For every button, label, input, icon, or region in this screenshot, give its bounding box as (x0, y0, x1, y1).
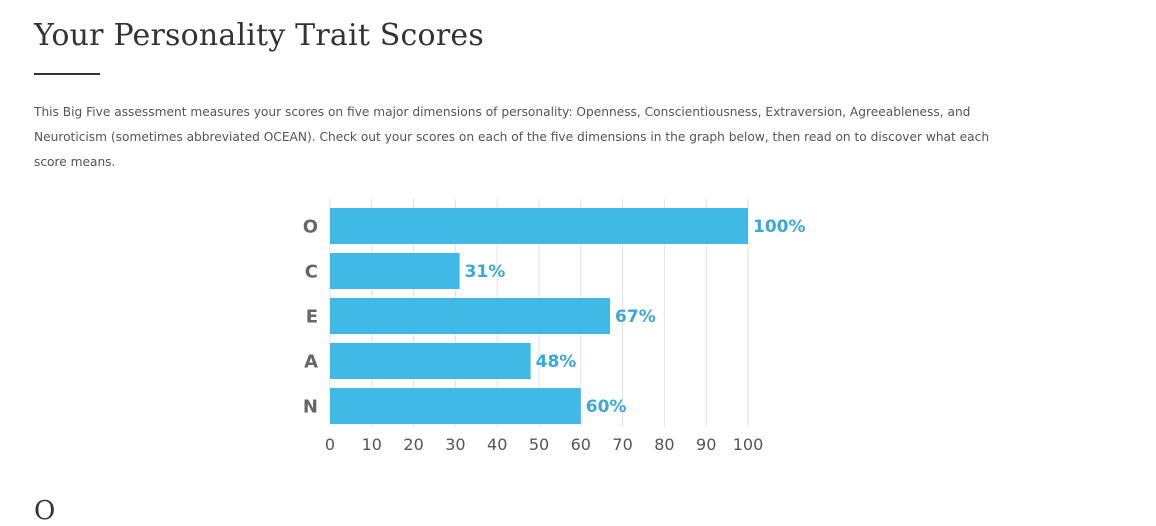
value-label: 67% (615, 307, 656, 327)
intro-paragraph: This Big Five assessment measures your s… (34, 105, 990, 169)
category-label: N (303, 397, 318, 418)
x-tick-label: 0 (325, 435, 335, 454)
chart-labels: O 100% C 31% E 67% A 48% N 60% (303, 217, 806, 418)
section-heading-openness: O (34, 496, 56, 526)
x-tick-label: 90 (696, 435, 716, 454)
category-label: A (304, 352, 318, 373)
category-label: O (303, 217, 318, 238)
category-label: C (305, 262, 318, 283)
x-tick-label: 50 (529, 435, 549, 454)
x-tick-label: 60 (571, 435, 591, 454)
x-tick-label: 40 (487, 435, 507, 454)
x-tick-label: 30 (445, 435, 465, 454)
category-label: E (306, 307, 318, 328)
value-label: 31% (465, 262, 506, 282)
x-tick-label: 70 (612, 435, 632, 454)
x-tick-label: 80 (654, 435, 674, 454)
title-underline (34, 73, 100, 75)
trait-scores-bar-chart: O 100% C 31% E 67% A 48% N 60% 0 10 20 30 40 50 60 70 80 9… (303, 199, 806, 454)
x-tick-label: 20 (403, 435, 423, 454)
x-tick-label: 100 (733, 435, 764, 454)
x-tick-label: 10 (362, 435, 382, 454)
page-title: Your Personality Trait Scores (34, 18, 484, 53)
chart-bars (330, 208, 748, 424)
value-label: 100% (753, 217, 806, 237)
chart-x-axis-ticks: 0 10 20 30 40 50 60 70 80 90 100 (325, 435, 763, 454)
bar-n (330, 388, 581, 424)
bar-a (330, 343, 531, 379)
bar-c (330, 253, 460, 289)
bar-e (330, 298, 611, 334)
value-label: 48% (536, 352, 577, 372)
value-label: 60% (586, 397, 627, 417)
bar-o (330, 208, 748, 244)
